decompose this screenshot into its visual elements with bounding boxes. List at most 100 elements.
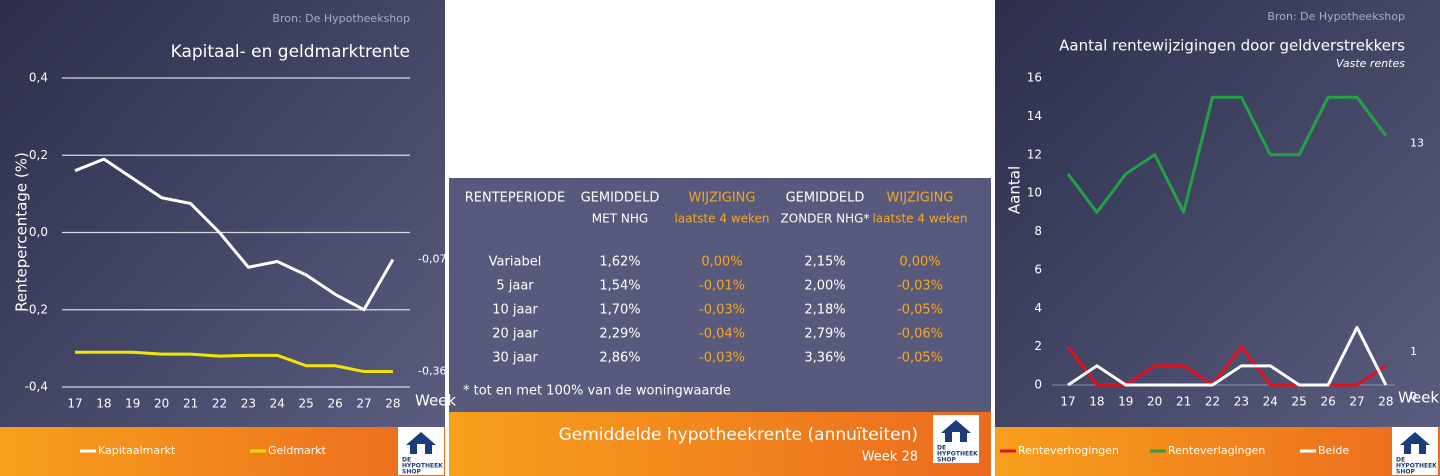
table-cell: -0,05% — [897, 303, 943, 318]
y-tick-label: 12 — [1027, 147, 1042, 161]
table-footer-band — [449, 412, 991, 476]
table-cell: 2,79% — [804, 327, 845, 342]
table-header: laatste 4 weken — [872, 212, 967, 226]
table-cell: 1,70% — [599, 303, 640, 318]
data-label: -0,07 — [418, 253, 446, 266]
x-tick-label: 26 — [1320, 395, 1335, 409]
logo-text: SHOP — [937, 457, 956, 464]
legend-label: Geldmarkt — [268, 444, 327, 457]
table-panel — [449, 178, 991, 412]
logo-door — [1411, 444, 1419, 454]
table-cell: -0,06% — [897, 327, 943, 342]
y-tick-label: 6 — [1034, 262, 1042, 276]
legend-label: Renteverlagingen — [1168, 444, 1265, 457]
x-tick-label: 19 — [1118, 395, 1133, 409]
y-tick-label: 14 — [1027, 109, 1042, 123]
table-header: laatste 4 weken — [674, 212, 769, 226]
x-axis-title: Week — [1398, 389, 1439, 407]
table-cell: Variabel — [489, 255, 542, 270]
x-tick-label: 26 — [327, 397, 342, 411]
x-tick-label: 22 — [212, 397, 227, 411]
left-legend-band — [0, 427, 445, 476]
source: Bron: De Hypotheekshop — [272, 12, 410, 25]
table-cell: 1,62% — [599, 255, 640, 270]
legend-label: Beide — [1318, 444, 1349, 457]
y-tick-label: 10 — [1027, 186, 1042, 200]
x-tick-label: 24 — [1263, 395, 1278, 409]
x-tick-label: 28 — [385, 397, 400, 411]
table-cell: 3,36% — [804, 351, 845, 366]
logo-text: HYPOTHEEK — [1396, 463, 1437, 470]
x-tick-label: 17 — [67, 397, 82, 411]
table-header: GEMIDDELD — [786, 191, 865, 206]
table-cell: 2,86% — [599, 351, 640, 366]
table-cell: -0,01% — [699, 279, 745, 294]
table-header: WIJZIGING — [887, 191, 954, 206]
table-header: MET NHG — [592, 212, 648, 226]
table-footer-week: Week 28 — [862, 450, 918, 465]
x-axis-title: Week — [415, 392, 456, 410]
table-header: GEMIDDELD — [581, 191, 660, 206]
logo-text: SHOP — [1396, 469, 1415, 476]
x-tick-label: 27 — [1349, 395, 1364, 409]
y-axis-title: Rentepercentage (%) — [13, 152, 31, 312]
table-cell: 1,54% — [599, 279, 640, 294]
table-cell: -0,05% — [897, 351, 943, 366]
x-tick-label: 17 — [1060, 395, 1075, 409]
y-tick-label: 16 — [1027, 71, 1042, 85]
logo-text: DE — [402, 457, 411, 464]
table-cell: -0,03% — [699, 303, 745, 318]
logo-house — [1400, 432, 1430, 454]
table-cell: 0,00% — [701, 255, 742, 270]
table-cell: 2,18% — [804, 303, 845, 318]
logo-house — [406, 432, 436, 454]
logo-text: SHOP — [402, 469, 421, 476]
x-tick-label: 18 — [1089, 395, 1104, 409]
table-cell: -0,03% — [897, 279, 943, 294]
x-tick-label: 27 — [356, 397, 371, 411]
table-header: WIJZIGING — [689, 191, 756, 206]
x-tick-label: 21 — [183, 397, 198, 411]
x-tick-label: 28 — [1378, 395, 1393, 409]
chart-title: Aantal rentewijzigingen door geldverstre… — [1059, 37, 1405, 55]
source: Bron: De Hypotheekshop — [1267, 10, 1405, 23]
y-tick-label: 8 — [1034, 224, 1042, 238]
y-tick-label: 0,0 — [29, 225, 48, 239]
table-cell: 2,29% — [599, 327, 640, 342]
x-tick-label: 18 — [96, 397, 111, 411]
y-tick-label: -0,4 — [25, 380, 48, 394]
legend-label: Renteverhogingen — [1018, 444, 1119, 457]
y-tick-label: 4 — [1034, 301, 1042, 315]
y-axis-title: Aantal — [1006, 166, 1024, 214]
table-footer-title: Gemiddelde hypotheekrente (annuïteiten) — [559, 425, 918, 445]
y-tick-label: 0,2 — [29, 148, 48, 162]
table-cell: -0,03% — [699, 351, 745, 366]
table-header: RENTEPERIODE — [465, 191, 566, 206]
table-cell: -0,04% — [699, 327, 745, 342]
legend-label: Kapitaalmarkt — [98, 444, 176, 457]
x-tick-label: 19 — [125, 397, 140, 411]
table-cell: 0,00% — [899, 255, 940, 270]
data-label: 1 — [1410, 345, 1417, 358]
x-tick-label: 23 — [1234, 395, 1249, 409]
series-line — [1067, 325, 1388, 387]
table-cell: 20 jaar — [492, 327, 538, 342]
logo-text: HYPOTHEEK — [402, 463, 443, 470]
x-tick-label: 25 — [1292, 395, 1307, 409]
table-cell: 2,15% — [804, 255, 845, 270]
table-cell: 2,00% — [804, 279, 845, 294]
table-cell: 5 jaar — [496, 279, 534, 294]
series-line — [1066, 345, 1387, 387]
y-tick-label: 2 — [1034, 339, 1042, 353]
x-tick-label: 24 — [270, 397, 285, 411]
table-cell: 10 jaar — [492, 303, 538, 318]
logo-text: DE — [937, 445, 946, 452]
x-tick-label: 23 — [241, 397, 256, 411]
y-tick-label: 0 — [1034, 378, 1042, 392]
data-label: 13 — [1410, 137, 1424, 150]
logo-door — [417, 444, 425, 454]
chart-subtitle: Vaste rentes — [1336, 57, 1405, 70]
right-panel — [995, 0, 1440, 476]
table-footnote: * tot en met 100% van de woningwaarde — [463, 384, 731, 399]
